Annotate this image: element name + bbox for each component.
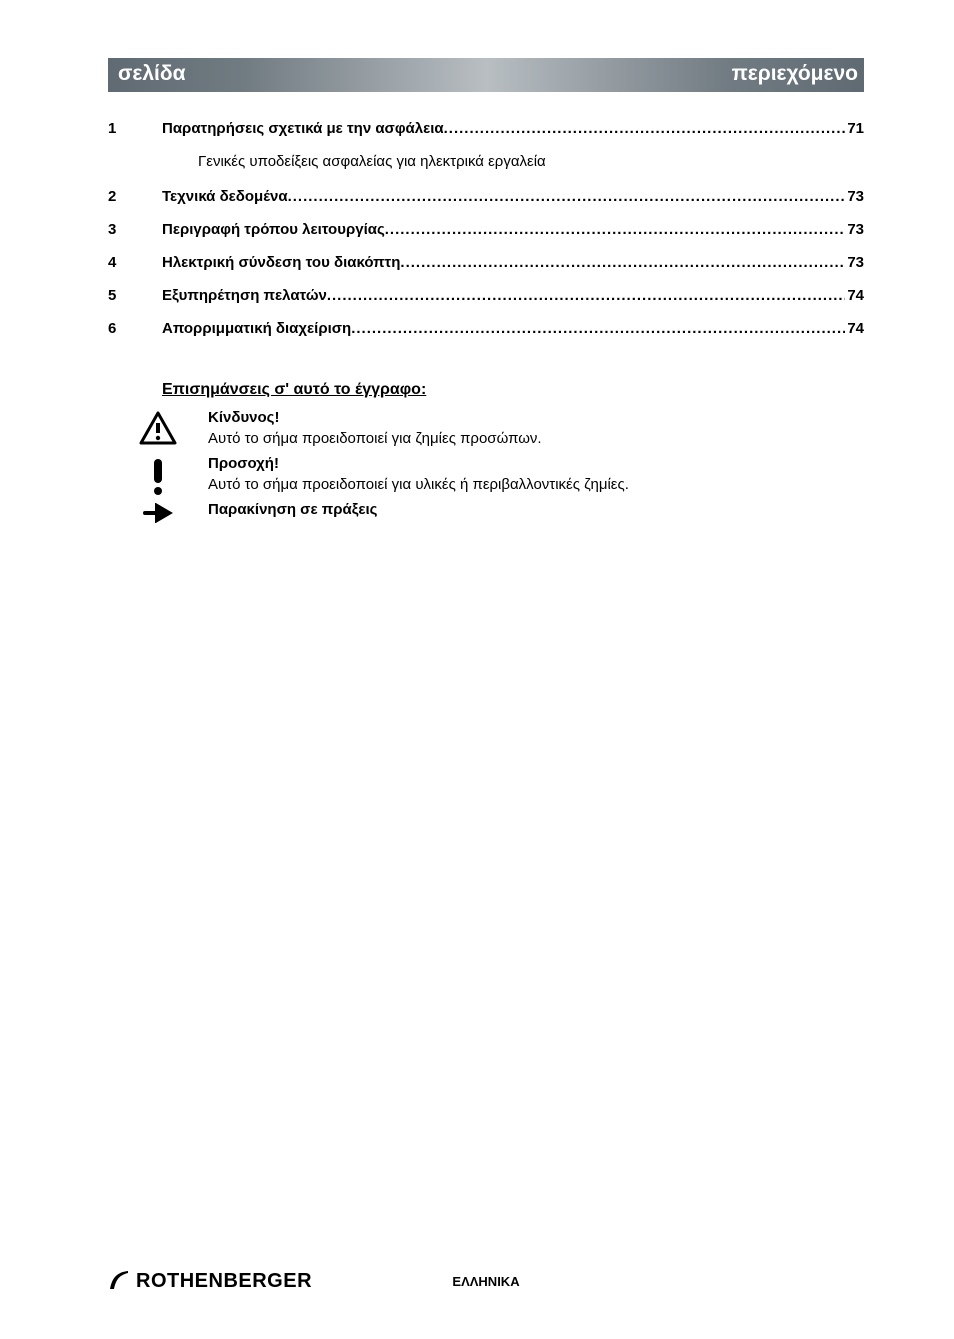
toc-leader-dots	[327, 287, 845, 304]
header-left-label: σελίδα	[118, 62, 186, 86]
toc-leader-dots	[444, 120, 846, 137]
toc-page-number: 73	[845, 188, 864, 205]
toc-sub-row: Γενικές υποδείξεις ασφαλείας για ηλεκτρι…	[108, 153, 864, 170]
legend-heading: Κίνδυνος!	[208, 409, 542, 426]
toc-title: Ηλεκτρική σύνδεση του διακόπτη	[162, 254, 400, 271]
brand-name: ROTHENBERGER	[136, 1270, 312, 1293]
warning-triangle-icon	[108, 409, 208, 445]
toc-leader-dots	[385, 221, 846, 238]
legend-title: Επισημάνσεις σ' αυτό το έγγραφο:	[162, 381, 864, 399]
arrow-right-icon	[108, 501, 208, 523]
page-footer: ROTHENBERGER ΕΛΛΗΝΙΚΑ	[108, 1269, 864, 1293]
toc-leader-dots	[351, 320, 845, 337]
toc-leader-dots	[288, 188, 846, 205]
legend-row: Προσοχή! Αυτό το σήμα προειδοποιεί για υλ…	[108, 455, 864, 499]
toc-page-number: 73	[845, 254, 864, 271]
legend-text: Προσοχή! Αυτό το σήμα προειδοποιεί για υλ…	[208, 455, 629, 499]
toc-page-number: 74	[845, 320, 864, 337]
toc-row: 4Ηλεκτρική σύνδεση του διακόπτη 73	[108, 254, 864, 271]
toc-row: 6Απορριμματική διαχείριση 74	[108, 320, 864, 337]
toc-number: 1	[108, 120, 162, 137]
toc-page-number: 74	[845, 287, 864, 304]
toc-number: 6	[108, 320, 162, 337]
header-bar: σελίδα περιεχόμενο	[108, 58, 864, 92]
toc-sub-title: Γενικές υποδείξεις ασφαλείας για ηλεκτρι…	[162, 153, 546, 170]
toc-number: 5	[108, 287, 162, 304]
exclamation-icon	[108, 455, 208, 497]
legend-text: Κίνδυνος! Αυτό το σήμα προειδοποιεί για ζ…	[208, 409, 542, 453]
legend-row: Παρακίνηση σε πράξεις	[108, 501, 864, 523]
toc-number: 3	[108, 221, 162, 238]
table-of-contents: 1Παρατηρήσεις σχετικά με την ασφάλεια 71 Γ…	[108, 120, 864, 337]
toc-title: Παρατηρήσεις σχετικά με την ασφάλεια	[162, 120, 444, 137]
legend-row: Κίνδυνος! Αυτό το σήμα προειδοποιεί για ζ…	[108, 409, 864, 453]
toc-title: Περιγραφή τρόπου λειτουργίας	[162, 221, 385, 238]
toc-row: 2Τεχνικά δεδομένα 73	[108, 188, 864, 205]
legend-body: Αυτό το σήμα προειδοποιεί για ζημίες προ…	[208, 430, 542, 447]
toc-sub-spacer	[108, 153, 162, 170]
toc-title: Τεχνικά δεδομένα	[162, 188, 288, 205]
toc-page-number: 71	[845, 120, 864, 137]
footer-language: ΕΛΛΗΝΙΚΑ	[452, 1274, 519, 1289]
legend-heading: Προσοχή!	[208, 455, 629, 472]
toc-number: 4	[108, 254, 162, 271]
toc-row: 3Περιγραφή τρόπου λειτουργίας 73	[108, 221, 864, 238]
toc-leader-dots	[400, 254, 845, 271]
document-legend: Επισημάνσεις σ' αυτό το έγγραφο: Κίνδυνο…	[108, 381, 864, 523]
legend-text: Παρακίνηση σε πράξεις	[208, 501, 377, 522]
toc-title: Εξυπηρέτηση πελατών	[162, 287, 327, 304]
toc-page-number: 73	[845, 221, 864, 238]
toc-row: 5Εξυπηρέτηση πελατών 74	[108, 287, 864, 304]
brand-mark-icon	[108, 1269, 132, 1293]
header-right-label: περιεχόμενο	[732, 62, 858, 86]
toc-row: 1Παρατηρήσεις σχετικά με την ασφάλεια 71	[108, 120, 864, 137]
legend-body: Αυτό το σήμα προειδοποιεί για υλικές ή π…	[208, 476, 629, 493]
toc-title: Απορριμματική διαχείριση	[162, 320, 351, 337]
toc-number: 2	[108, 188, 162, 205]
legend-heading: Παρακίνηση σε πράξεις	[208, 501, 377, 518]
brand-logo: ROTHENBERGER	[108, 1269, 312, 1293]
